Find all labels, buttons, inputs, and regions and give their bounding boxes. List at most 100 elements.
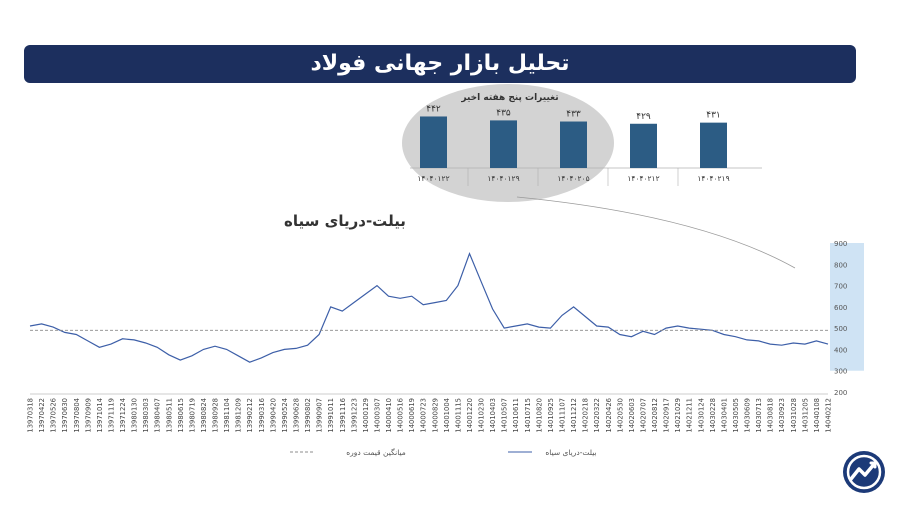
x-tick-label: 14030713	[755, 398, 763, 433]
x-tick-label: 14020603	[628, 398, 636, 433]
x-tick-label: 13990420	[269, 398, 277, 433]
x-tick-label: 13980719	[188, 398, 196, 433]
y-tick-label: 700	[834, 283, 847, 291]
x-tick-label: 13971014	[96, 398, 104, 433]
x-tick-label: 13980407	[154, 398, 162, 433]
x-tick-label: 14000619	[408, 398, 416, 433]
x-tick-label: 14010611	[512, 398, 520, 433]
x-tick-label: 13980303	[142, 398, 150, 433]
x-tick-label: 13991223	[350, 398, 358, 433]
y-tick-label: 500	[834, 325, 847, 333]
x-tick-label: 14020426	[605, 398, 613, 433]
y-tick-label: 600	[834, 304, 847, 312]
x-tick-label: 13970526	[50, 398, 58, 433]
callout-connector	[516, 196, 796, 269]
x-tick-label: 13981209	[235, 398, 243, 433]
x-tick-label: 14010230	[478, 398, 486, 433]
x-tick-label: 14021211	[686, 398, 694, 433]
report-title-banner: تحلیل بازار جهانی فولاد	[24, 45, 856, 83]
x-tick-label: 14011212	[570, 398, 578, 433]
x-tick-label: 14001220	[466, 398, 474, 433]
inset-category-label: ۱۴۰۴۰۲۱۲	[627, 174, 659, 183]
x-tick-label: 14001004	[443, 398, 451, 433]
x-tick-label: 13980130	[131, 398, 139, 433]
inset-category-label: ۱۴۰۴۰۲۱۹	[697, 174, 729, 183]
x-tick-label: 14010715	[524, 398, 532, 433]
x-tick-label: 13980928	[212, 398, 220, 433]
x-tick-label: 13990628	[293, 398, 301, 433]
x-tick-label: 14020917	[663, 398, 671, 433]
inset-bar	[700, 122, 727, 168]
inset-bar-value-label: ۴۲۹	[636, 112, 651, 122]
legend-label: بیلت-دریای سیاه	[545, 448, 596, 457]
x-tick-label: 13991116	[339, 398, 347, 433]
x-tick-label: 13981104	[223, 398, 231, 433]
x-tick-label: 14030609	[744, 398, 752, 433]
y-tick-label: 400	[834, 346, 847, 354]
x-tick-label: 13990524	[281, 398, 289, 433]
x-tick-label: 13971119	[107, 398, 115, 433]
x-tick-label: 14001115	[454, 398, 462, 433]
y-axis-highlight-band	[830, 243, 864, 371]
x-tick-label: 13971224	[119, 398, 127, 433]
inset-bar	[560, 121, 587, 168]
x-tick-label: 13990802	[304, 398, 312, 433]
inset-bar-value-label: ۴۳۵	[496, 108, 511, 118]
inset-chart-title: تغییرات پنج هفته اخیر	[460, 93, 558, 103]
brand-logo-icon	[843, 451, 885, 493]
x-tick-label: 13980824	[200, 398, 208, 433]
inset-bar	[420, 116, 447, 168]
x-tick-label: 13970630	[61, 398, 69, 433]
inset-bar-value-label: ۴۴۲	[426, 104, 441, 114]
x-tick-label: 13970318	[27, 398, 35, 433]
x-tick-label: 13980615	[177, 398, 185, 433]
inset-bar-chart: ۴۴۲ ۱۴۰۴۰۱۲۲ ۴۳۵ ۱۴۰۴۰۱۲۹ ۴۳۳ ۱۴۰۴۰۲۰۵ ۴۲۹ ۱۴۰۴…	[410, 104, 762, 186]
x-tick-label: 14010403	[489, 398, 497, 433]
x-tick-label: 13980511	[165, 398, 173, 433]
x-tick-label: 14021029	[674, 398, 682, 433]
x-tick-label: 13970422	[38, 398, 46, 433]
inset-bar-value-label: ۴۳۱	[706, 111, 721, 121]
x-tick-label: 14030505	[732, 398, 740, 433]
inset-bar-value-label: ۴۳۳	[566, 110, 581, 120]
x-tick-label: 14010507	[501, 398, 509, 433]
x-tick-label: 14020218	[582, 398, 590, 433]
y-tick-label: 300	[834, 368, 847, 376]
x-tick-label: 13991011	[327, 398, 335, 433]
x-tick-label: 14000307	[373, 398, 381, 433]
x-tick-label: 14000129	[362, 398, 370, 433]
x-tick-label: 14010820	[535, 398, 543, 433]
x-tick-label: 14030923	[778, 398, 786, 433]
x-tick-label: 14010925	[547, 398, 555, 433]
inset-category-label: ۱۴۰۴۰۱۲۲	[417, 174, 449, 183]
x-tick-label: 14031028	[790, 398, 798, 433]
x-tick-label: 14020322	[593, 398, 601, 433]
x-tick-label: 14020530	[616, 398, 624, 433]
inset-bar	[630, 123, 657, 168]
x-tick-label: 14030124	[697, 398, 705, 433]
x-tick-label: 14000516	[397, 398, 405, 433]
x-tick-label: 14040212	[825, 398, 833, 433]
main-chart-title: بیلت-دریای سیاه	[284, 212, 406, 230]
x-tick-label: 14020812	[651, 398, 659, 433]
y-tick-label: 800	[834, 261, 847, 269]
main-line-chart: 200 300 400 500 600 700 800 900 13970318 13970422…	[27, 240, 864, 457]
x-tick-label: 14011107	[559, 398, 567, 433]
y-tick-label: 200	[834, 389, 847, 397]
x-tick-label: 14040108	[813, 398, 821, 433]
x-tick-label: 13990907	[316, 398, 324, 433]
x-tick-label: 13970909	[84, 398, 92, 433]
x-tick-label: 14030228	[709, 398, 717, 433]
x-tick-label: 13970804	[73, 398, 81, 433]
legend-label: میانگین قیمت دوره	[346, 448, 406, 457]
inset-bar	[490, 120, 517, 168]
x-tick-label: 14000829	[431, 398, 439, 433]
x-tick-label: 14030818	[767, 398, 775, 433]
inset-category-label: ۱۴۰۴۰۲۰۵	[557, 174, 589, 183]
x-tick-label: 14000723	[420, 398, 428, 433]
x-tick-label: 14000410	[385, 398, 393, 433]
x-tick-label: 13990212	[246, 398, 254, 433]
billet-price-line	[29, 251, 829, 363]
x-tick-label: 13990316	[258, 398, 266, 433]
